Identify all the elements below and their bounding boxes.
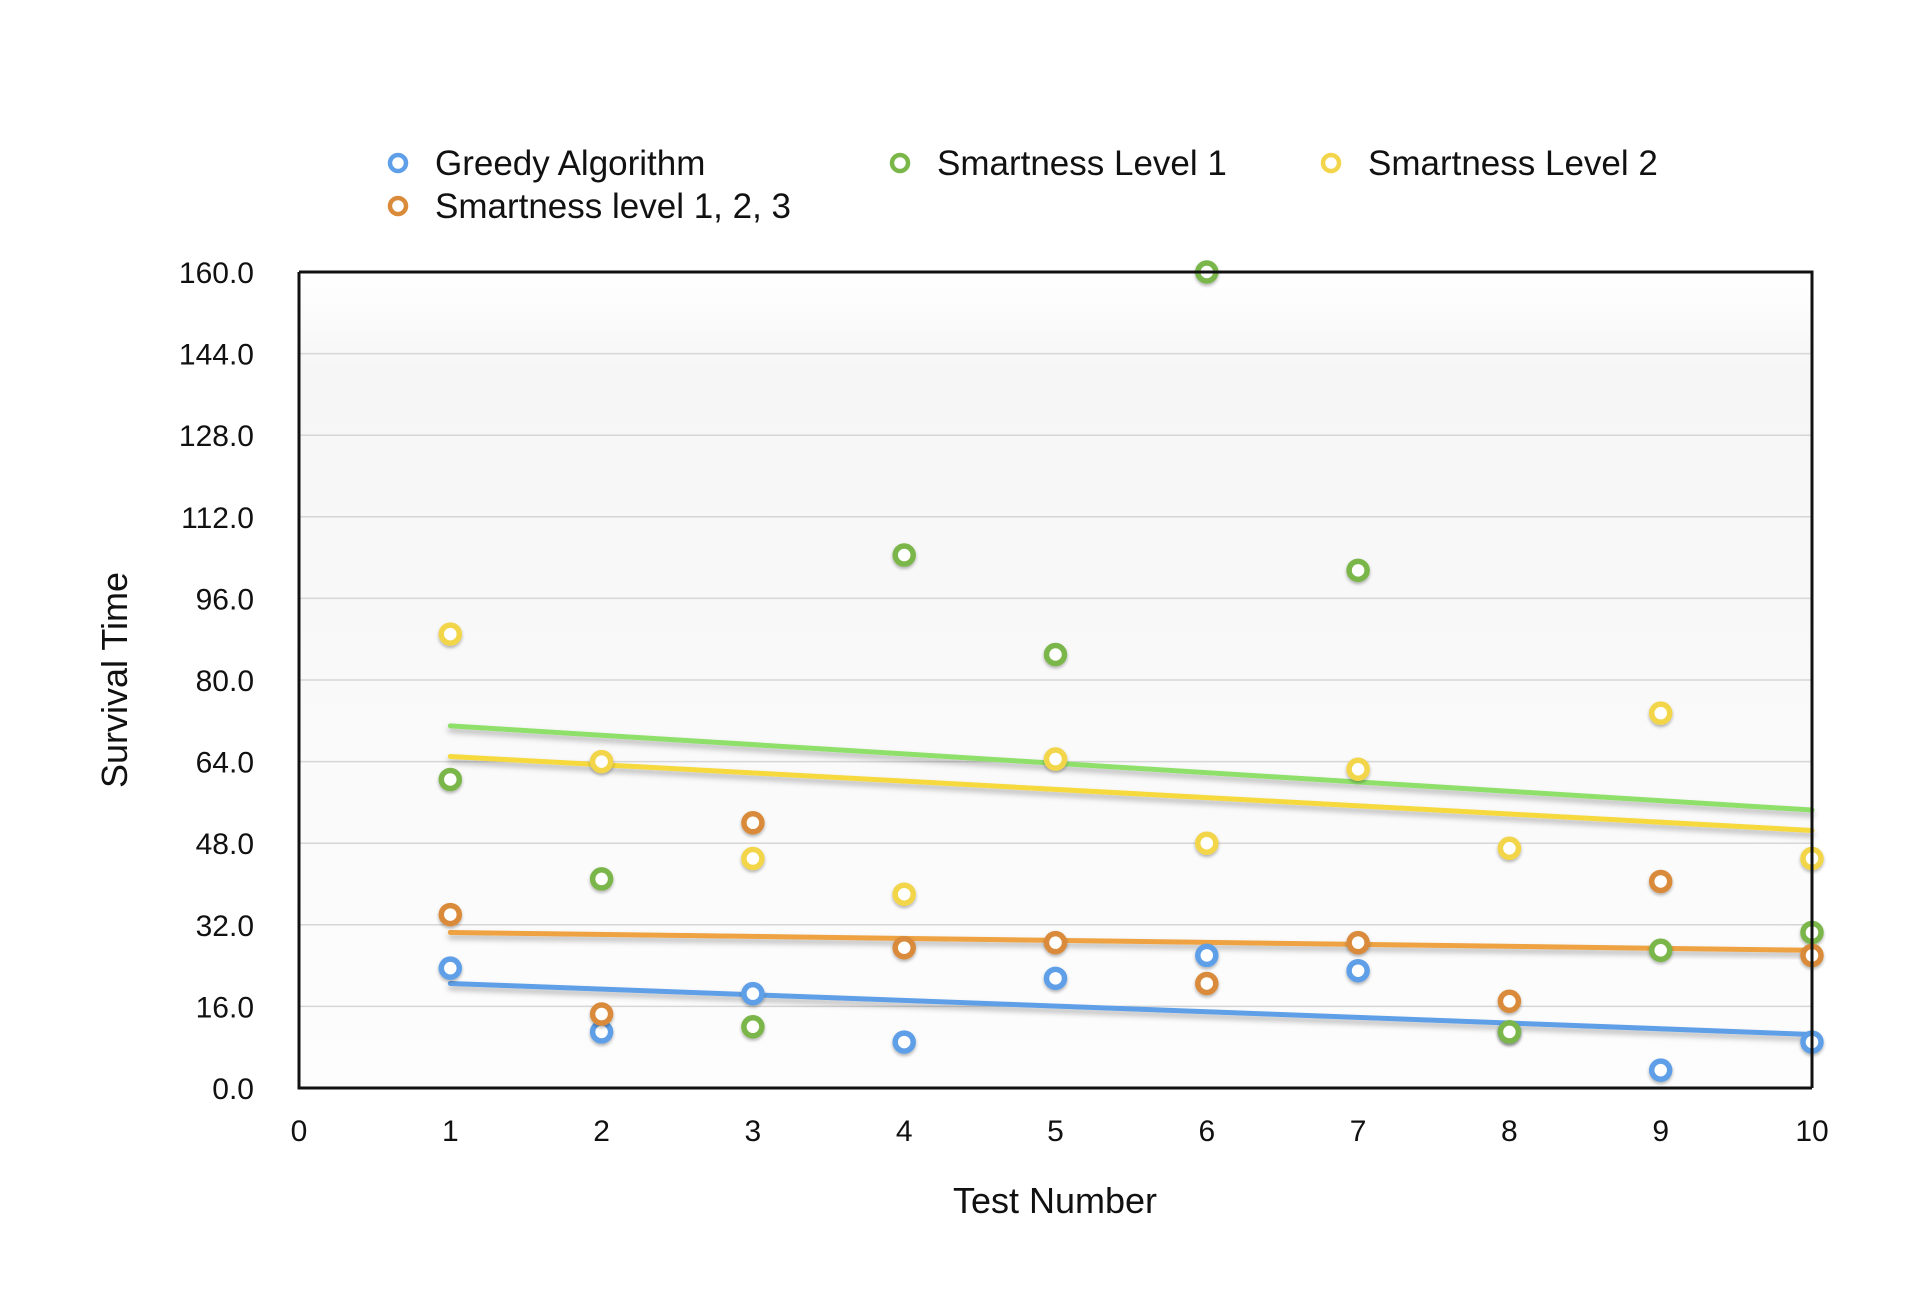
legend-label-smartness-level-1-2-3: Smartness level 1, 2, 3 [435, 187, 791, 226]
x-tick-label: 7 [1350, 1115, 1367, 1148]
legend-label-smartness-level-2: Smartness Level 2 [1368, 144, 1658, 183]
y-tick-label: 48.0 [196, 828, 254, 861]
data-point-smartness-level-2 [438, 622, 463, 646]
plot-frame [297, 270, 1814, 1090]
x-tick-label: 6 [1198, 1115, 1215, 1148]
x-tick-label: 3 [745, 1115, 762, 1148]
y-tick-label: 96.0 [196, 583, 254, 616]
y-tick-label: 160.0 [179, 257, 254, 290]
data-point-greedy-algorithm [1195, 943, 1219, 968]
data-point-greedy-algorithm [1648, 1058, 1673, 1082]
data-point-smartness-level-1-2-3 [741, 811, 765, 835]
legend-marker-smartness-level-2 [1320, 152, 1342, 174]
x-tick-label: 1 [442, 1115, 459, 1148]
data-point-smartness-level-1-2-3 [589, 1002, 614, 1026]
y-tick-label: 32.0 [196, 910, 254, 943]
x-tick-label: 4 [896, 1115, 913, 1148]
data-markers [438, 260, 1824, 1082]
legend-marker-smartness-level-1-2-3 [387, 195, 409, 217]
data-point-smartness-level-1 [1346, 558, 1370, 583]
y-tick-label: 0.0 [212, 1073, 254, 1106]
legend-marker-smartness-level-1 [889, 152, 911, 174]
data-point-smartness-level-1 [589, 867, 614, 891]
data-point-smartness-level-1 [1043, 642, 1068, 667]
data-point-greedy-algorithm [1346, 958, 1370, 983]
data-point-greedy-algorithm [892, 1030, 916, 1054]
trendline-smartness-level-2 [447, 754, 1815, 833]
trendline-greedy-algorithm [447, 980, 1815, 1037]
legend-marker-greedy-algorithm [387, 152, 409, 174]
y-tick-label: 128.0 [179, 420, 254, 453]
data-point-greedy-algorithm [741, 981, 765, 1006]
data-point-smartness-level-2 [892, 882, 916, 906]
data-point-smartness-level-1-2-3 [1497, 989, 1522, 1014]
data-point-smartness-level-1-2-3 [438, 902, 463, 927]
data-point-smartness-level-2 [1195, 831, 1219, 855]
x-tick-label: 2 [593, 1115, 610, 1148]
data-point-smartness-level-1 [892, 543, 916, 567]
trendline-smartness-level-1-2-3 [447, 929, 1815, 953]
x-axis-ticks: 0 1 2 3 4 5 6 7 8 9 10 [291, 1115, 1829, 1148]
data-point-smartness-level-1-2-3 [892, 936, 916, 960]
data-point-smartness-level-1-2-3 [1195, 971, 1219, 996]
data-point-smartness-level-1 [741, 1015, 765, 1039]
data-point-smartness-level-1 [438, 767, 463, 792]
data-point-greedy-algorithm [1043, 966, 1068, 991]
legend-label-smartness-level-1: Smartness Level 1 [937, 144, 1227, 183]
x-tick-label: 10 [1795, 1115, 1828, 1148]
data-point-smartness-level-2 [1346, 757, 1370, 781]
y-tick-label: 112.0 [181, 502, 254, 535]
data-point-smartness-level-2 [741, 846, 765, 871]
data-point-smartness-level-2 [1497, 836, 1522, 861]
x-axis-title: Test Number [953, 1180, 1157, 1221]
x-tick-label: 0 [291, 1115, 308, 1148]
data-point-smartness-level-1 [1497, 1020, 1522, 1044]
data-point-smartness-level-1-2-3 [1648, 869, 1673, 894]
trendline-smartness-level-1 [447, 723, 1815, 813]
x-tick-label: 8 [1501, 1115, 1518, 1148]
y-tick-label: 80.0 [196, 665, 254, 698]
data-point-smartness-level-2 [1648, 701, 1673, 725]
x-tick-label: 5 [1047, 1115, 1064, 1148]
data-point-smartness-level-1 [1648, 938, 1673, 963]
y-tick-label: 144.0 [179, 339, 254, 372]
x-tick-label: 9 [1652, 1115, 1669, 1148]
data-point-smartness-level-1-2-3 [1346, 930, 1370, 955]
data-point-greedy-algorithm [438, 956, 463, 980]
data-point-smartness-level-1-2-3 [1043, 930, 1068, 955]
y-axis-ticks: 0.0 16.0 32.0 48.0 64.0 80.0 96.0 112.0 128.0 144… [179, 257, 254, 1106]
chart-legend: Greedy Algorithm Smartness Level 1 Smartne… [387, 144, 1658, 226]
data-point-smartness-level-2 [589, 749, 614, 774]
y-tick-label: 16.0 [196, 991, 254, 1024]
legend-label-greedy-algorithm: Greedy Algorithm [435, 144, 705, 183]
y-axis-title: Survival Time [94, 572, 135, 788]
data-point-smartness-level-2 [1043, 747, 1068, 771]
y-tick-label: 64.0 [196, 747, 254, 780]
trendlines [447, 723, 1815, 1037]
